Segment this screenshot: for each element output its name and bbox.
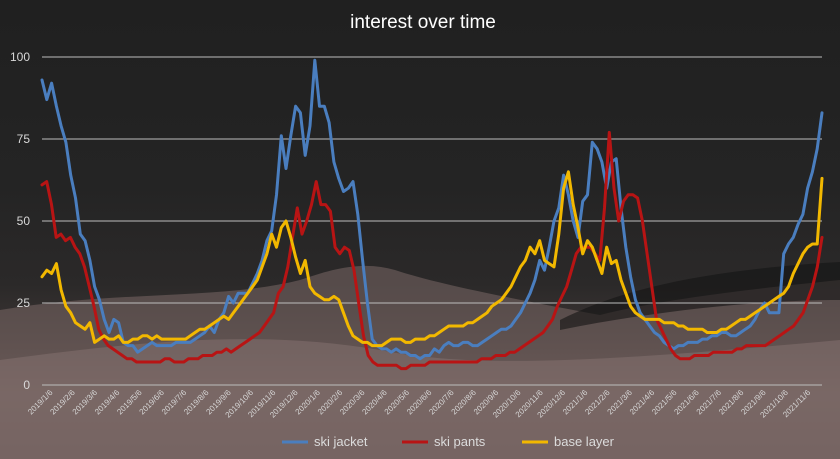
series-line-2 — [40, 170, 824, 348]
legend-label: ski jacket — [314, 434, 368, 449]
y-tick-label: 0 — [23, 378, 30, 392]
x-axis: 2019/1/62019/2/62019/3/62019/4/62019/5/6… — [26, 388, 812, 420]
series-line-1 — [40, 130, 824, 371]
legend-label: ski pants — [434, 434, 486, 449]
y-axis: 0 25 50 75 100 — [10, 50, 30, 392]
chart-title: interest over time — [350, 12, 496, 33]
y-tick-label: 75 — [17, 132, 31, 146]
y-tick-label: 50 — [17, 214, 31, 228]
gridlines — [42, 56, 822, 386]
legend: ski jacket ski pants base layer — [282, 434, 615, 449]
y-tick-label: 100 — [10, 50, 30, 64]
legend-label: base layer — [554, 434, 615, 449]
series-line-0 — [40, 58, 824, 361]
y-tick-label: 25 — [17, 296, 31, 310]
series-lines — [40, 58, 824, 371]
